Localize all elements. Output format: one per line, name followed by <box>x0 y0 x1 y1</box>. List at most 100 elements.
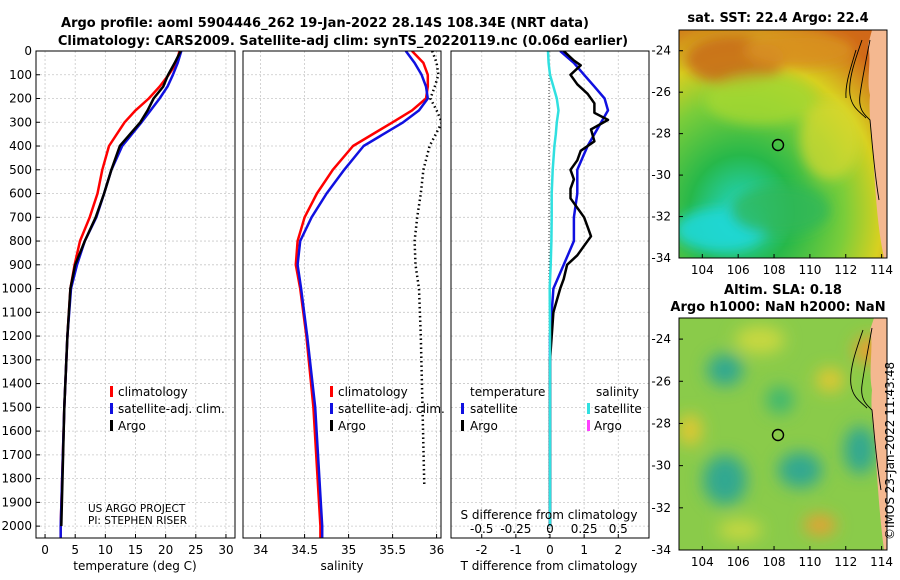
title-line2: Climatology: CARS2009. Satellite-adj cli… <box>58 34 628 49</box>
pi-annotation: PI: STEPHEN RISER <box>88 515 187 527</box>
x-tick-label: 35.5 <box>379 543 406 557</box>
depth-tick-label: 0 <box>24 44 32 58</box>
series-line-climatology <box>294 51 430 538</box>
lat-tick-label: -24 <box>651 332 671 346</box>
lon-tick-label: 114 <box>870 555 893 569</box>
t-legend-satellite: satellite <box>470 402 518 416</box>
lat-tick-label: -32 <box>651 501 671 515</box>
top-tick-label: -0.25 <box>500 522 531 536</box>
series-line-argo <box>60 51 182 527</box>
lat-tick-label: -32 <box>651 210 671 224</box>
legend-climatology: climatology <box>118 385 188 399</box>
x-tick-label: 0 <box>41 543 49 557</box>
lon-tick-label: 108 <box>763 263 786 277</box>
x-tick-label: 5 <box>71 543 79 557</box>
x-tick-label: 35 <box>341 543 356 557</box>
top-tick-label: 0.5 <box>609 522 628 536</box>
legend-satellite: satellite-adj. clim. <box>118 402 225 416</box>
series-line-climatology <box>59 51 181 538</box>
lon-tick-label: 106 <box>727 555 750 569</box>
top-tick-label: 0.25 <box>571 522 598 536</box>
s-legend-satellite: satellite <box>594 402 642 416</box>
depth-tick-label: 1900 <box>1 495 32 509</box>
project-annotation: US ARGO PROJECT <box>88 503 186 515</box>
depth-tick-label: 800 <box>9 234 32 248</box>
x-tick-label: 15 <box>128 543 143 557</box>
top-tick-label: 0 <box>546 522 554 536</box>
sla-map-title-2: Argo h1000: NaN h2000: NaN <box>670 300 885 315</box>
series-line-t-argo <box>548 51 610 527</box>
lon-tick-label: 112 <box>834 263 857 277</box>
x-tick-label: 0 <box>546 543 554 557</box>
x-tick-label: 34.5 <box>291 543 318 557</box>
depth-tick-label: 400 <box>9 139 32 153</box>
lon-tick-label: 110 <box>798 263 821 277</box>
lat-tick-label: -30 <box>651 459 671 473</box>
x-tick-label: -1 <box>510 543 522 557</box>
legend-header-salinity: salinity <box>596 385 639 399</box>
sla-map: Altim. SLA: 0.18 Argo h1000: NaN h2000: … <box>651 283 893 569</box>
lon-tick-label: 112 <box>834 555 857 569</box>
x-tick-label: 10 <box>98 543 113 557</box>
sla-map-title-1: Altim. SLA: 0.18 <box>724 283 842 298</box>
x-tick-label: 34 <box>253 543 268 557</box>
salinity-legend: climatology satellite-adj. clim. Argo <box>330 385 445 433</box>
depth-tick-label: 1600 <box>1 424 32 438</box>
depth-tick-label: 200 <box>9 92 32 106</box>
depth-tick-label: 500 <box>9 163 32 177</box>
lon-tick-label: 114 <box>870 263 893 277</box>
depth-tick-label: 1400 <box>1 377 32 391</box>
depth-tick-label: 1200 <box>1 329 32 343</box>
lat-tick-label: -34 <box>651 543 671 557</box>
x-tick-label: 1 <box>580 543 588 557</box>
legend-header-temperature: temperature <box>470 385 545 399</box>
sal-legend-satellite: satellite-adj. clim. <box>338 402 445 416</box>
sst-map: sat. SST: 22.4 Argo: 22.4 -24 -26 -28 -30 -3… <box>651 11 893 277</box>
depth-tick-label: 300 <box>9 115 32 129</box>
t-diff-label: T difference from climatology <box>460 559 638 573</box>
legend-argo: Argo <box>118 419 146 433</box>
series-line-argo <box>413 51 441 486</box>
lat-tick-label: -34 <box>651 251 671 265</box>
lat-tick-label: -30 <box>651 168 671 182</box>
lat-tick-label: -26 <box>651 374 671 388</box>
depth-tick-label: 600 <box>9 187 32 201</box>
series-line-satellite-adj-clim- <box>59 51 183 538</box>
difference-panel: -2 -1 0 1 2 -0.5 -0.25 0 0.25 0.5 S difference f… <box>450 50 650 573</box>
depth-tick-label: 1100 <box>1 305 32 319</box>
depth-tick-label: 1500 <box>1 400 32 414</box>
salinity-panel: 34 34.5 35 35.5 36 salinity climatology sate… <box>242 50 445 573</box>
sal-legend-climatology: climatology <box>338 385 408 399</box>
t-legend-argo: Argo <box>470 419 498 433</box>
s-diff-label: S difference from climatology <box>461 508 638 522</box>
series-line-satellite-adj-clim- <box>296 51 430 538</box>
sal-legend-argo: Argo <box>338 419 366 433</box>
temperature-xlabel: temperature (deg C) <box>73 559 196 573</box>
lon-tick-label: 106 <box>727 263 750 277</box>
depth-tick-label: 1800 <box>1 472 32 486</box>
depth-tick-label: 2000 <box>1 519 32 533</box>
x-tick-label: 30 <box>218 543 233 557</box>
lat-tick-label: -24 <box>651 44 671 58</box>
top-tick-label: -0.5 <box>470 522 493 536</box>
depth-tick-label: 900 <box>9 258 32 272</box>
x-tick-label: -2 <box>476 543 488 557</box>
lat-tick-label: -26 <box>651 85 671 99</box>
s-legend-argo: Argo <box>594 419 622 433</box>
lon-tick-label: 108 <box>763 555 786 569</box>
series-line-s-satellite <box>546 51 560 527</box>
lat-tick-label: -28 <box>651 416 671 430</box>
difference-legend: temperature salinity satellite Argo sate… <box>461 385 642 433</box>
sst-map-title: sat. SST: 22.4 Argo: 22.4 <box>687 11 868 26</box>
depth-tick-label: 100 <box>9 68 32 82</box>
lat-tick-label: -28 <box>651 127 671 141</box>
x-tick-label: 20 <box>158 543 173 557</box>
lon-tick-label: 104 <box>691 263 714 277</box>
copyright-stamp: ©IMOS 23-Jan-2022 11:43:48 <box>883 362 897 540</box>
title-line1: Argo profile: aoml 5904446_262 19-Jan-20… <box>61 16 589 31</box>
x-tick-label: 25 <box>188 543 203 557</box>
lon-tick-label: 104 <box>691 555 714 569</box>
salinity-xlabel: salinity <box>320 559 363 573</box>
depth-tick-label: 1000 <box>1 282 32 296</box>
x-tick-label: 2 <box>614 543 622 557</box>
